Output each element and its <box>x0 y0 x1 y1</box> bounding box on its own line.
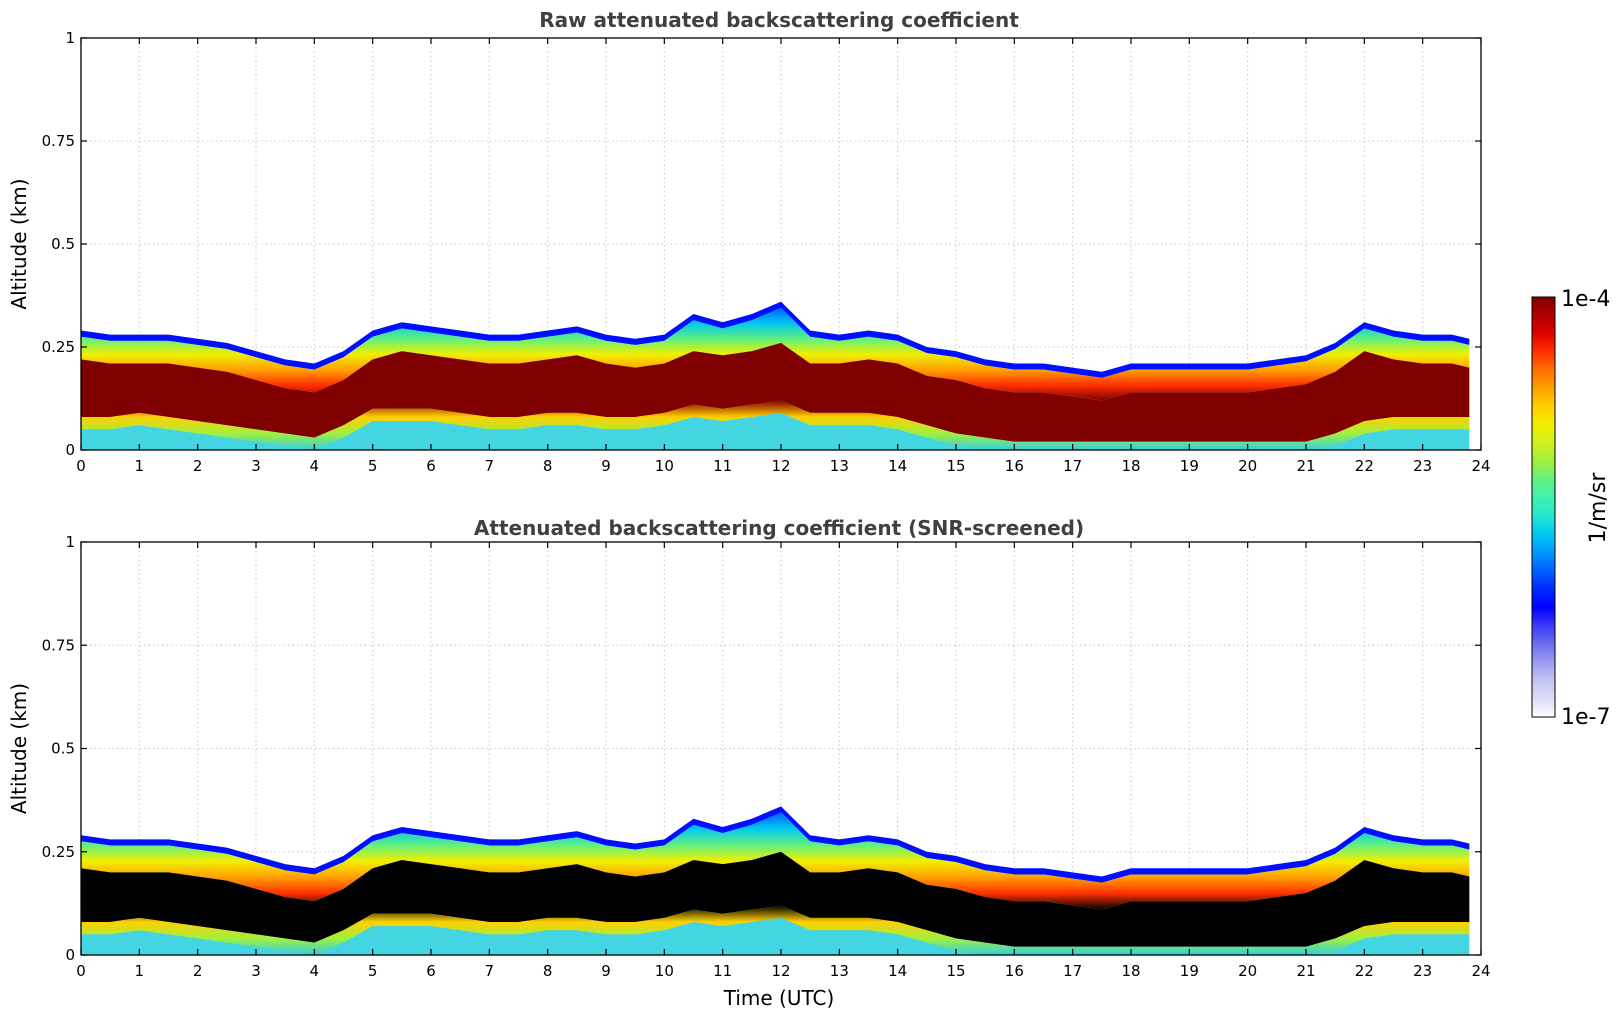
y-tick-label: 0.5 <box>51 740 75 758</box>
y-axis-label: Altitude (km) <box>7 683 31 814</box>
x-tick-label: 9 <box>601 457 611 475</box>
heatmap-layer <box>81 806 1470 955</box>
y-tick-label: 0.25 <box>42 338 75 356</box>
x-tick-label: 21 <box>1296 962 1315 980</box>
x-tick-label: 19 <box>1180 962 1199 980</box>
colorbar: 1e-4 1e-7 1/m/sr <box>1531 287 1611 730</box>
colorbar-min-label: 1e-7 <box>1561 705 1610 730</box>
x-tick-label: 20 <box>1238 457 1257 475</box>
x-tick-label: 21 <box>1296 457 1315 475</box>
y-tick-label: 0.25 <box>42 843 75 861</box>
x-tick-label: 4 <box>310 962 320 980</box>
x-tick-label: 8 <box>543 962 553 980</box>
saturated-layer <box>81 851 1470 947</box>
x-tick-label: 23 <box>1413 457 1432 475</box>
x-tick-label: 23 <box>1413 962 1432 980</box>
x-tick-label: 6 <box>426 457 436 475</box>
x-tick-label: 16 <box>1005 457 1024 475</box>
y-tick-label: 0.75 <box>42 636 75 654</box>
x-tick-label: 14 <box>888 457 907 475</box>
x-tick-label: 15 <box>946 457 965 475</box>
x-tick-label: 5 <box>368 457 378 475</box>
layer-transition <box>81 307 1470 401</box>
x-tick-label: 19 <box>1180 457 1199 475</box>
x-tick-label: 3 <box>251 457 261 475</box>
x-tick-label: 1 <box>135 962 145 980</box>
x-tick-label: 22 <box>1355 962 1374 980</box>
y-tick-label: 0.5 <box>51 235 75 253</box>
colorbar-gradient <box>1531 296 1556 718</box>
x-tick-label: 12 <box>771 962 790 980</box>
raw-backscatter-panel: Raw attenuated backscattering coefficien… <box>7 8 1491 475</box>
x-tick-label: 6 <box>426 962 436 980</box>
x-tick-label: 11 <box>713 457 732 475</box>
x-tick-label: 3 <box>251 962 261 980</box>
x-tick-label: 16 <box>1005 962 1024 980</box>
x-axis: 0 1 2 3 4 5 6 7 8 9 10 11 12 13 14 15 16 17 18 19 20 21 22 23 24 <box>76 542 1491 980</box>
x-tick-label: 0 <box>76 962 86 980</box>
saturated-layer <box>81 342 1470 442</box>
y-tick-label: 0 <box>65 946 75 964</box>
x-tick-label: 2 <box>193 962 203 980</box>
x-tick-label: 22 <box>1355 457 1374 475</box>
x-tick-label: 7 <box>485 962 495 980</box>
x-tick-label: 14 <box>888 962 907 980</box>
y-tick-label: 1 <box>65 533 75 551</box>
x-tick-label: 5 <box>368 962 378 980</box>
x-tick-label: 18 <box>1121 457 1140 475</box>
x-tick-label: 24 <box>1471 457 1490 475</box>
x-tick-label: 7 <box>485 457 495 475</box>
x-axis: 0 1 2 3 4 5 6 7 8 9 10 11 12 13 14 15 16 17 18 19 20 21 22 23 24 <box>76 38 1491 475</box>
x-tick-label: 24 <box>1471 962 1490 980</box>
x-tick-label: 17 <box>1063 457 1082 475</box>
x-tick-label: 12 <box>771 457 790 475</box>
x-tick-label: 13 <box>830 962 849 980</box>
x-tick-label: 1 <box>135 457 145 475</box>
x-tick-label: 2 <box>193 457 203 475</box>
y-tick-label: 0 <box>65 441 75 459</box>
colorbar-unit-label: 1/m/sr <box>1586 472 1611 544</box>
x-tick-label: 0 <box>76 457 86 475</box>
x-tick-label: 4 <box>310 457 320 475</box>
y-tick-label: 1 <box>65 29 75 47</box>
panel-title: Attenuated backscattering coefficient (S… <box>474 516 1084 540</box>
x-tick-label: 8 <box>543 457 553 475</box>
y-axis-label: Altitude (km) <box>7 178 31 309</box>
layer-transition <box>81 812 1470 910</box>
y-axis: 0 0.25 0.5 0.75 1 <box>42 533 1481 964</box>
colorbar-max-label: 1e-4 <box>1561 287 1610 312</box>
layer-base-transition <box>81 905 1470 955</box>
x-tick-label: 17 <box>1063 962 1082 980</box>
snr-screened-panel: Attenuated backscattering coefficient (S… <box>7 516 1491 1010</box>
x-tick-label: 9 <box>601 962 611 980</box>
y-tick-label: 0.75 <box>42 132 75 150</box>
heatmap-layer <box>81 301 1470 450</box>
x-tick-label: 13 <box>830 457 849 475</box>
x-tick-label: 11 <box>713 962 732 980</box>
layer-base-transition <box>81 400 1470 450</box>
x-tick-label: 18 <box>1121 962 1140 980</box>
gridlines <box>81 542 1481 955</box>
panel-title: Raw attenuated backscattering coefficien… <box>539 8 1019 32</box>
x-tick-label: 20 <box>1238 962 1257 980</box>
x-axis-label: Time (UTC) <box>723 986 835 1010</box>
y-axis: 0 0.25 0.5 0.75 1 <box>42 29 1481 459</box>
x-tick-label: 15 <box>946 962 965 980</box>
x-tick-label: 10 <box>655 962 674 980</box>
x-tick-label: 10 <box>655 457 674 475</box>
